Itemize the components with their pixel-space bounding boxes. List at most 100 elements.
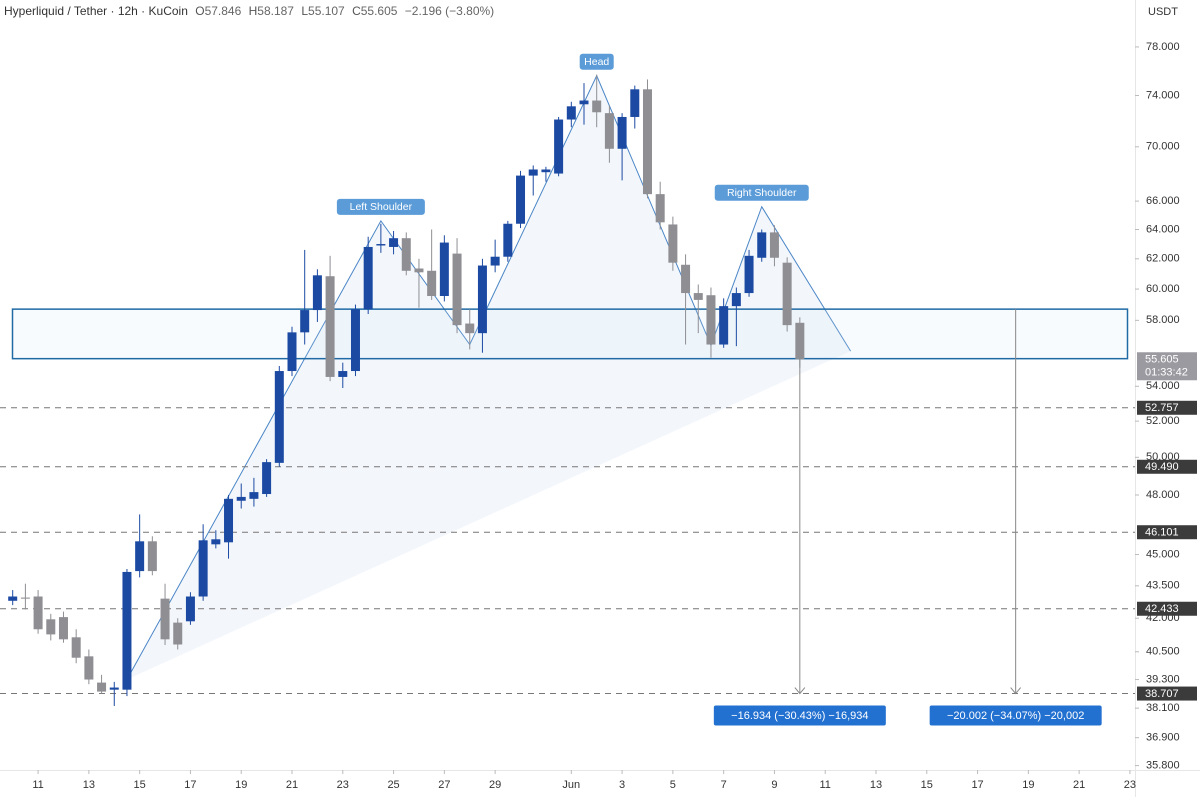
x-tick-label: Jun bbox=[562, 779, 580, 791]
countdown: 01:33:42 bbox=[1145, 367, 1188, 379]
candle-body bbox=[757, 232, 767, 258]
x-tick-label: 23 bbox=[337, 779, 349, 791]
candle-body bbox=[427, 270, 437, 297]
y-tick-label: 40.500 bbox=[1146, 646, 1180, 658]
price-label: 55.605 bbox=[1145, 354, 1179, 366]
ohlc-value: 55.107 bbox=[308, 4, 345, 18]
candle-body bbox=[604, 113, 614, 149]
candle-body bbox=[503, 223, 513, 257]
y-tick-label: 48.000 bbox=[1146, 489, 1180, 501]
y-tick-label: 43.500 bbox=[1146, 580, 1180, 592]
candle-body bbox=[135, 541, 145, 572]
symbol-title: Hyperliquid / Tether · 12h · KuCoin bbox=[4, 4, 188, 18]
y-tick-label: 39.300 bbox=[1146, 673, 1180, 685]
x-tick-label: 27 bbox=[438, 779, 450, 791]
y-tick-label: 74.000 bbox=[1146, 89, 1180, 101]
x-tick-label: 9 bbox=[771, 779, 777, 791]
x-tick-label: 17 bbox=[971, 779, 983, 791]
candle-body bbox=[58, 617, 68, 640]
y-tick-label: 35.800 bbox=[1146, 760, 1180, 772]
candle-body bbox=[642, 89, 652, 195]
pattern-label-bg bbox=[336, 198, 425, 215]
candle-body bbox=[350, 309, 360, 372]
candle-body bbox=[579, 100, 589, 105]
candle-body bbox=[668, 224, 678, 263]
level-label: 52.757 bbox=[1145, 402, 1179, 414]
candle-body bbox=[731, 293, 741, 307]
level-label: 42.433 bbox=[1145, 603, 1179, 615]
candle-body bbox=[719, 306, 729, 345]
candle-body bbox=[8, 596, 18, 601]
candle-body bbox=[744, 255, 754, 294]
y-tick-label: 36.900 bbox=[1146, 732, 1180, 744]
y-tick-label: 58.000 bbox=[1146, 314, 1180, 326]
x-tick-label: 19 bbox=[235, 779, 247, 791]
y-tick-label: 38.100 bbox=[1146, 702, 1180, 714]
candle-body bbox=[541, 169, 551, 173]
measure-arrow bbox=[1010, 687, 1022, 695]
ohlc-value: 57.846 bbox=[204, 4, 242, 18]
ohlc-value: 58.187 bbox=[257, 4, 294, 18]
pattern-label-bg bbox=[579, 53, 614, 70]
candle-body bbox=[249, 492, 259, 499]
x-tick-label: 17 bbox=[184, 779, 196, 791]
candle-body bbox=[20, 597, 30, 599]
level-label-bg bbox=[1137, 459, 1197, 474]
x-tick-label: 29 bbox=[489, 779, 501, 791]
y-tick-label: 60.000 bbox=[1146, 283, 1180, 295]
pattern-label: Head bbox=[584, 56, 609, 68]
y-tick-label: 64.000 bbox=[1146, 223, 1180, 235]
candle-body bbox=[681, 264, 691, 294]
level-label: 46.101 bbox=[1145, 527, 1179, 539]
candle-body bbox=[122, 571, 132, 690]
candle-body bbox=[554, 119, 564, 174]
x-tick-label: 11 bbox=[820, 779, 831, 791]
candle-body bbox=[147, 541, 157, 572]
level-label-bg bbox=[1137, 400, 1197, 415]
candle-body bbox=[236, 496, 246, 501]
candle-body bbox=[630, 89, 640, 117]
candle-body bbox=[389, 238, 399, 247]
candle-body bbox=[516, 175, 526, 224]
x-tick-label: 7 bbox=[721, 779, 727, 791]
candle-body bbox=[592, 100, 602, 113]
candle-body bbox=[97, 682, 107, 692]
zone bbox=[11, 308, 1129, 360]
candle-body bbox=[655, 194, 665, 223]
candle-body bbox=[693, 293, 703, 300]
x-tick-label: 25 bbox=[387, 779, 399, 791]
x-tick-label: 13 bbox=[83, 779, 95, 791]
candle-body bbox=[795, 322, 805, 360]
x-tick-label: 21 bbox=[1073, 779, 1085, 791]
candle-body bbox=[312, 275, 322, 311]
change: −2.196 (−3.80%) bbox=[404, 4, 495, 18]
y-unit: USDT bbox=[1148, 6, 1178, 18]
header: Hyperliquid / Tether · 12h · KuCoin O57.… bbox=[4, 4, 498, 18]
x-tick-label: 13 bbox=[870, 779, 882, 791]
candle-body bbox=[71, 637, 81, 658]
candle-body bbox=[33, 596, 43, 630]
candle-body bbox=[414, 268, 424, 273]
candle-body bbox=[325, 276, 335, 377]
x-tick-label: 23 bbox=[1124, 779, 1136, 791]
candle-body bbox=[452, 253, 462, 326]
ohlc-letter: C bbox=[352, 4, 361, 18]
y-tick-label: 62.000 bbox=[1146, 253, 1180, 265]
x-tick-label: 15 bbox=[134, 779, 146, 791]
candle-body bbox=[84, 656, 94, 680]
candle-body bbox=[262, 462, 272, 495]
x-tick-label: 21 bbox=[286, 779, 298, 791]
candle-body bbox=[300, 310, 310, 333]
measure-label-bg bbox=[929, 705, 1102, 726]
x-tick-label: 11 bbox=[32, 779, 43, 791]
measure-label: −20.002 (−34.07%) −20,002 bbox=[947, 710, 1084, 722]
candle-body bbox=[185, 596, 195, 622]
level-label-bg bbox=[1137, 686, 1197, 701]
candle-body bbox=[363, 246, 373, 310]
candle-body bbox=[338, 371, 348, 377]
pattern-label-bg bbox=[714, 184, 809, 201]
candle-body bbox=[160, 598, 170, 640]
candle-body bbox=[490, 256, 500, 266]
